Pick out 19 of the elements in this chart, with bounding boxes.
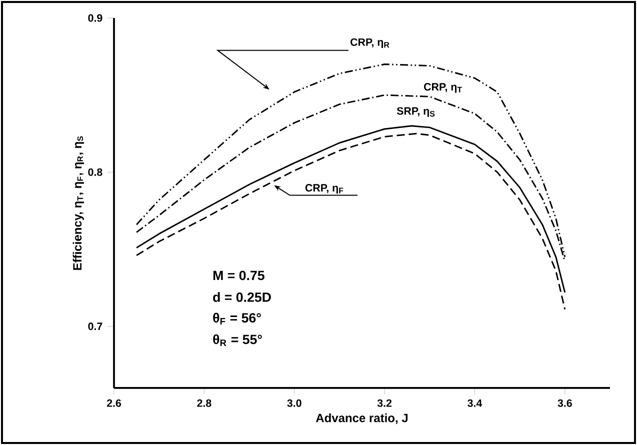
x-tick-label: 2.6 bbox=[106, 399, 122, 407]
series-label: CRP, η$_{R}$ bbox=[350, 38, 390, 48]
y-tick-label: 0.9 bbox=[88, 14, 102, 22]
x-tick-label: 3.2 bbox=[377, 399, 392, 407]
x-tick-label: 2.8 bbox=[197, 399, 212, 407]
annotation: θ$_{F}$ = 56° bbox=[213, 312, 261, 324]
x-tick-label: 3.6 bbox=[558, 399, 572, 407]
annotation: M = 0.75 bbox=[213, 270, 264, 280]
series-label: CRP, η$_{F}$ bbox=[305, 184, 344, 194]
series-label: CRP, η$_{T}$ bbox=[424, 83, 462, 93]
annotation: θ$_{R}$ = 55° bbox=[213, 334, 262, 346]
x-tick-label: 3.0 bbox=[287, 399, 302, 407]
y-tick-label: 0.8 bbox=[88, 168, 102, 176]
x-axis-title: Advance ratio, J bbox=[316, 413, 408, 424]
y-axis-title: Efficiency, η$_{T}$, η$_{F}$, η$_{R}$, η$_{S}$ bbox=[72, 136, 84, 270]
series-label: SRP, η$_{S}$ bbox=[396, 107, 435, 117]
y-tick-label: 0.7 bbox=[88, 322, 102, 330]
x-tick-label: 3.4 bbox=[468, 399, 482, 407]
annotation: d = 0.25D bbox=[213, 292, 271, 302]
